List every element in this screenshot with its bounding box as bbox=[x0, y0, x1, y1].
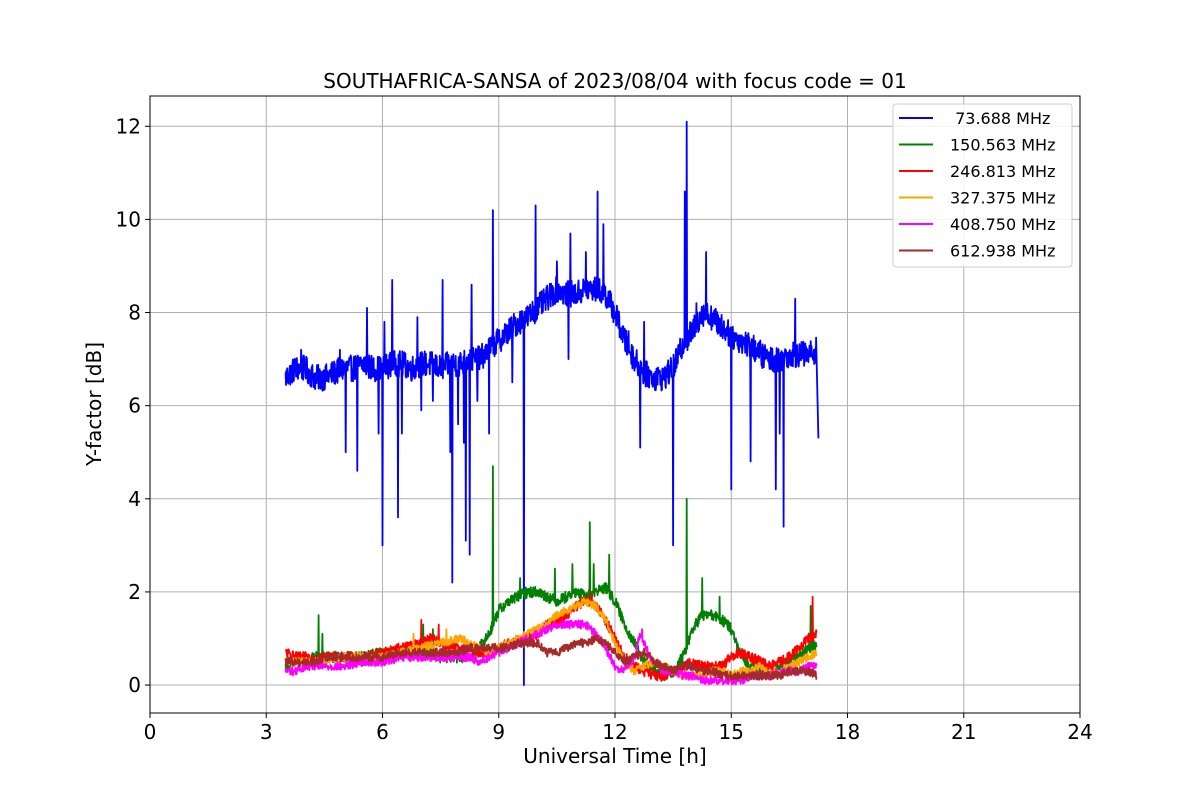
x-tick-label: 15 bbox=[719, 720, 744, 744]
series-line-73-688-mhz bbox=[284, 120, 820, 686]
legend-label-150-563-mhz: 150.563 MHz bbox=[950, 136, 1055, 155]
plot-area bbox=[284, 120, 820, 686]
y-tick-label: 8 bbox=[128, 301, 141, 325]
series-line-612-938-mhz bbox=[284, 632, 818, 681]
legend-label-73-688-mhz: 73.688 MHz bbox=[950, 109, 1050, 128]
y-tick-label: 4 bbox=[128, 487, 141, 511]
x-tick-label: 12 bbox=[602, 720, 627, 744]
legend-label-408-750-mhz: 408.750 MHz bbox=[950, 215, 1055, 234]
legend-box bbox=[892, 103, 1073, 268]
y-tick-label: 10 bbox=[116, 207, 141, 231]
legend-label-327-375-mhz: 327.375 MHz bbox=[950, 189, 1055, 208]
x-tick-label: 18 bbox=[835, 720, 860, 744]
chart-title: SOUTHAFRICA-SANSA of 2023/08/04 with foc… bbox=[323, 69, 907, 93]
x-tick-label: 9 bbox=[492, 720, 505, 744]
x-tick-label: 24 bbox=[1067, 720, 1092, 744]
x-tick-label: 0 bbox=[144, 720, 157, 744]
legend: 73.688 MHz 150.563 MHz 246.813 MHz 327.375 … bbox=[892, 103, 1073, 268]
y-tick-label: 12 bbox=[116, 114, 141, 138]
legend-label-246-813-mhz: 246.813 MHz bbox=[950, 162, 1055, 181]
x-tick-label: 6 bbox=[376, 720, 389, 744]
x-tick-label: 21 bbox=[951, 720, 976, 744]
y-tick-label: 0 bbox=[128, 673, 141, 697]
x-tick-label: 3 bbox=[260, 720, 273, 744]
y-tick-label: 6 bbox=[128, 394, 141, 418]
y-axis-label: Y-factor [dB] bbox=[82, 342, 106, 467]
y-tick-label: 2 bbox=[128, 580, 141, 604]
x-axis-label: Universal Time [h] bbox=[523, 744, 706, 768]
legend-label-612-938-mhz: 612.938 MHz bbox=[950, 242, 1055, 261]
